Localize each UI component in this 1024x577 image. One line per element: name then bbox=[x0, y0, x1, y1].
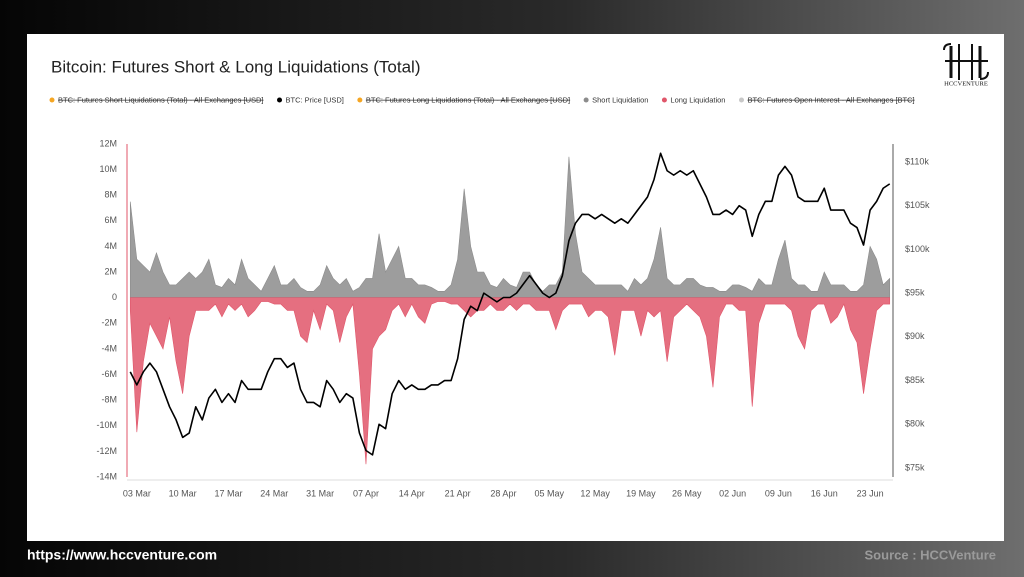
legend-marker bbox=[49, 97, 55, 103]
area bbox=[129, 156, 891, 298]
y-tick-label: 8M bbox=[104, 190, 117, 200]
x-tick-label: 31 Mar bbox=[306, 488, 334, 498]
y2-tick-label: $80k bbox=[905, 419, 925, 429]
y-tick-label: -12M bbox=[96, 446, 117, 456]
x-tick-label: 09 Jun bbox=[765, 488, 792, 498]
legend-marker bbox=[583, 97, 589, 103]
legend-marker bbox=[661, 97, 667, 103]
x-tick-label: 17 Mar bbox=[214, 488, 242, 498]
area bbox=[129, 297, 891, 465]
x-tick-label: 26 May bbox=[672, 488, 702, 498]
y2-tick-label: $90k bbox=[905, 331, 925, 341]
y-tick-label: -10M bbox=[96, 420, 117, 430]
y-tick-label: -8M bbox=[102, 395, 118, 405]
plot: 12M 10M 8M 6M 4M 2M 0 -2M -4M -6M -8M -10M -12M -14M $… bbox=[96, 138, 930, 498]
y2-tick-label: $100k bbox=[905, 244, 930, 254]
legend-marker bbox=[357, 97, 363, 103]
legend-label[interactable]: BTC: Price [USD] bbox=[286, 95, 344, 104]
x-tick-label: 10 Mar bbox=[169, 488, 197, 498]
x-tick-label: 02 Jun bbox=[719, 488, 746, 498]
legend-label[interactable]: BTC: Futures Short Liquidations (Total) … bbox=[58, 95, 264, 104]
x-tick-label: 21 Apr bbox=[445, 488, 471, 498]
y-tick-label: 2M bbox=[104, 266, 117, 276]
y-tick-label: 10M bbox=[99, 164, 117, 174]
x-tick-label: 19 May bbox=[626, 488, 656, 498]
y2-tick-label: $85k bbox=[905, 375, 925, 385]
logo: HCCVENTURE bbox=[943, 43, 989, 87]
y-tick-label: -6M bbox=[102, 369, 118, 379]
y-tick-label: -4M bbox=[102, 343, 118, 353]
y-tick-label: 4M bbox=[104, 241, 117, 251]
x-tick-label: 24 Mar bbox=[260, 488, 288, 498]
x-tick-label: 16 Jun bbox=[811, 488, 838, 498]
y2-tick-label: $110k bbox=[905, 156, 929, 166]
y2-tick-label: $95k bbox=[905, 288, 925, 298]
y-tick-label: 12M bbox=[99, 138, 117, 148]
y-tick-label: -14M bbox=[96, 471, 117, 481]
x-tick-label: 07 Apr bbox=[353, 488, 379, 498]
legend-label[interactable]: BTC: Futures Open Interest - All Exchang… bbox=[747, 95, 914, 104]
y-tick-label: -2M bbox=[102, 318, 118, 328]
y-tick-label: 6M bbox=[104, 215, 117, 225]
y-tick-label: 0 bbox=[112, 292, 117, 302]
legend-label[interactable]: BTC: Futures Long Liquidations (Total) -… bbox=[366, 95, 570, 104]
legend-marker bbox=[277, 97, 283, 103]
price-line bbox=[129, 152, 891, 456]
chart-title: Bitcoin: Futures Short & Long Liquidatio… bbox=[51, 57, 420, 76]
y2-tick-label: $75k bbox=[905, 462, 925, 472]
footer-source: Source : HCCVenture bbox=[865, 547, 996, 562]
x-tick-label: 12 May bbox=[580, 488, 610, 498]
x-tick-label: 03 Mar bbox=[123, 488, 151, 498]
legend-label[interactable]: Long Liquidation bbox=[670, 95, 725, 104]
y2-tick-label: $105k bbox=[905, 200, 930, 210]
x-tick-label: 23 Jun bbox=[857, 488, 884, 498]
legend: BTC: Futures Short Liquidations (Total) … bbox=[49, 95, 915, 104]
legend-label[interactable]: Short Liquidation bbox=[592, 95, 648, 104]
x-tick-label: 05 May bbox=[535, 488, 565, 498]
x-tick-label: 28 Apr bbox=[490, 488, 516, 498]
x-tick-label: 14 Apr bbox=[399, 488, 425, 498]
footer-url[interactable]: https://www.hccventure.com bbox=[27, 547, 217, 563]
brand: HCCVENTURE bbox=[944, 80, 988, 87]
legend-marker bbox=[738, 97, 744, 103]
